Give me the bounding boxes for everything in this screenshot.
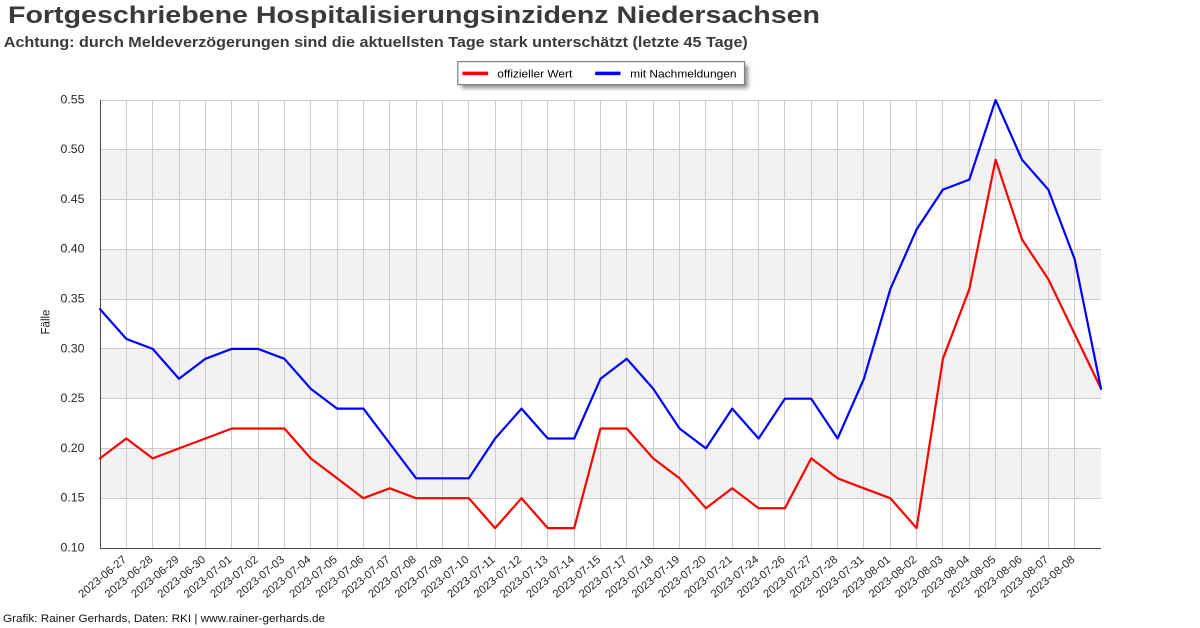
svg-text:0.10: 0.10 (61, 541, 85, 554)
svg-text:0.55: 0.55 (61, 93, 85, 106)
svg-text:0.45: 0.45 (61, 193, 85, 206)
svg-text:0.30: 0.30 (61, 342, 85, 355)
svg-text:Fortgeschriebene Hospitalisier: Fortgeschriebene Hospitalisierungsinzide… (8, 3, 820, 29)
svg-text:Grafik: Rainer Gerhards, Daten: Grafik: Rainer Gerhards, Daten: RKI | ww… (3, 613, 325, 625)
svg-text:0.15: 0.15 (61, 492, 85, 505)
svg-text:0.50: 0.50 (61, 143, 85, 156)
svg-text:mit Nachmeldungen: mit Nachmeldungen (630, 69, 737, 81)
svg-text:Achtung: durch Meldeverzögerun: Achtung: durch Meldeverzögerungen sind d… (4, 35, 748, 51)
svg-text:0.35: 0.35 (61, 293, 85, 306)
svg-text:offizieller Wert: offizieller Wert (497, 69, 572, 81)
svg-text:Fälle: Fälle (41, 310, 53, 335)
svg-text:0.25: 0.25 (61, 392, 85, 405)
svg-text:0.20: 0.20 (61, 442, 85, 455)
svg-text:0.40: 0.40 (61, 243, 85, 256)
